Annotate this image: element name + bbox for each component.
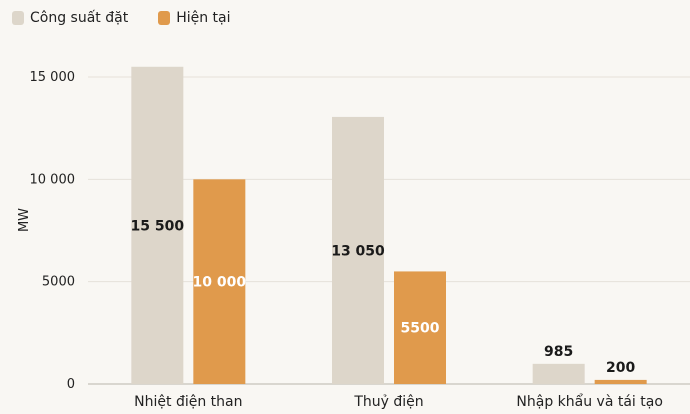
data-label: 200 (606, 360, 635, 376)
x-tick-label: Nhiệt điện than (134, 394, 242, 410)
bar-installed[interactable] (131, 66, 184, 385)
bar-installed[interactable] (532, 363, 585, 384)
data-label: 10 000 (193, 275, 247, 291)
bar-current[interactable] (594, 379, 647, 384)
y-tick-label: 0 (67, 377, 75, 392)
bar-installed[interactable] (332, 116, 384, 384)
legend-label-current: Hiện tại (176, 10, 231, 26)
x-tick-label: Nhập khẩu và tái tạo (516, 393, 663, 410)
bar-current[interactable] (193, 179, 246, 384)
legend-item-current[interactable]: Hiện tại (158, 10, 231, 26)
legend-item-installed[interactable]: Công suất đặt (12, 10, 128, 26)
legend-label-installed: Công suất đặt (30, 10, 129, 26)
legend-swatch-current (158, 11, 171, 25)
legend: Công suất đặt Hiện tại (12, 10, 261, 26)
data-label: 13 050 (331, 243, 385, 259)
data-label: 5500 (401, 321, 440, 337)
y-tick-label: 15 000 (30, 70, 76, 85)
x-tick-label: Thuỷ điện (353, 394, 423, 410)
y-axis-label: MW (17, 208, 32, 232)
bar-current[interactable] (394, 271, 446, 384)
y-tick-label: 10 000 (30, 172, 76, 187)
legend-swatch-installed (12, 11, 24, 25)
data-label: 985 (544, 344, 573, 360)
data-label: 15 500 (131, 218, 185, 234)
y-tick-label: 5000 (42, 275, 75, 290)
